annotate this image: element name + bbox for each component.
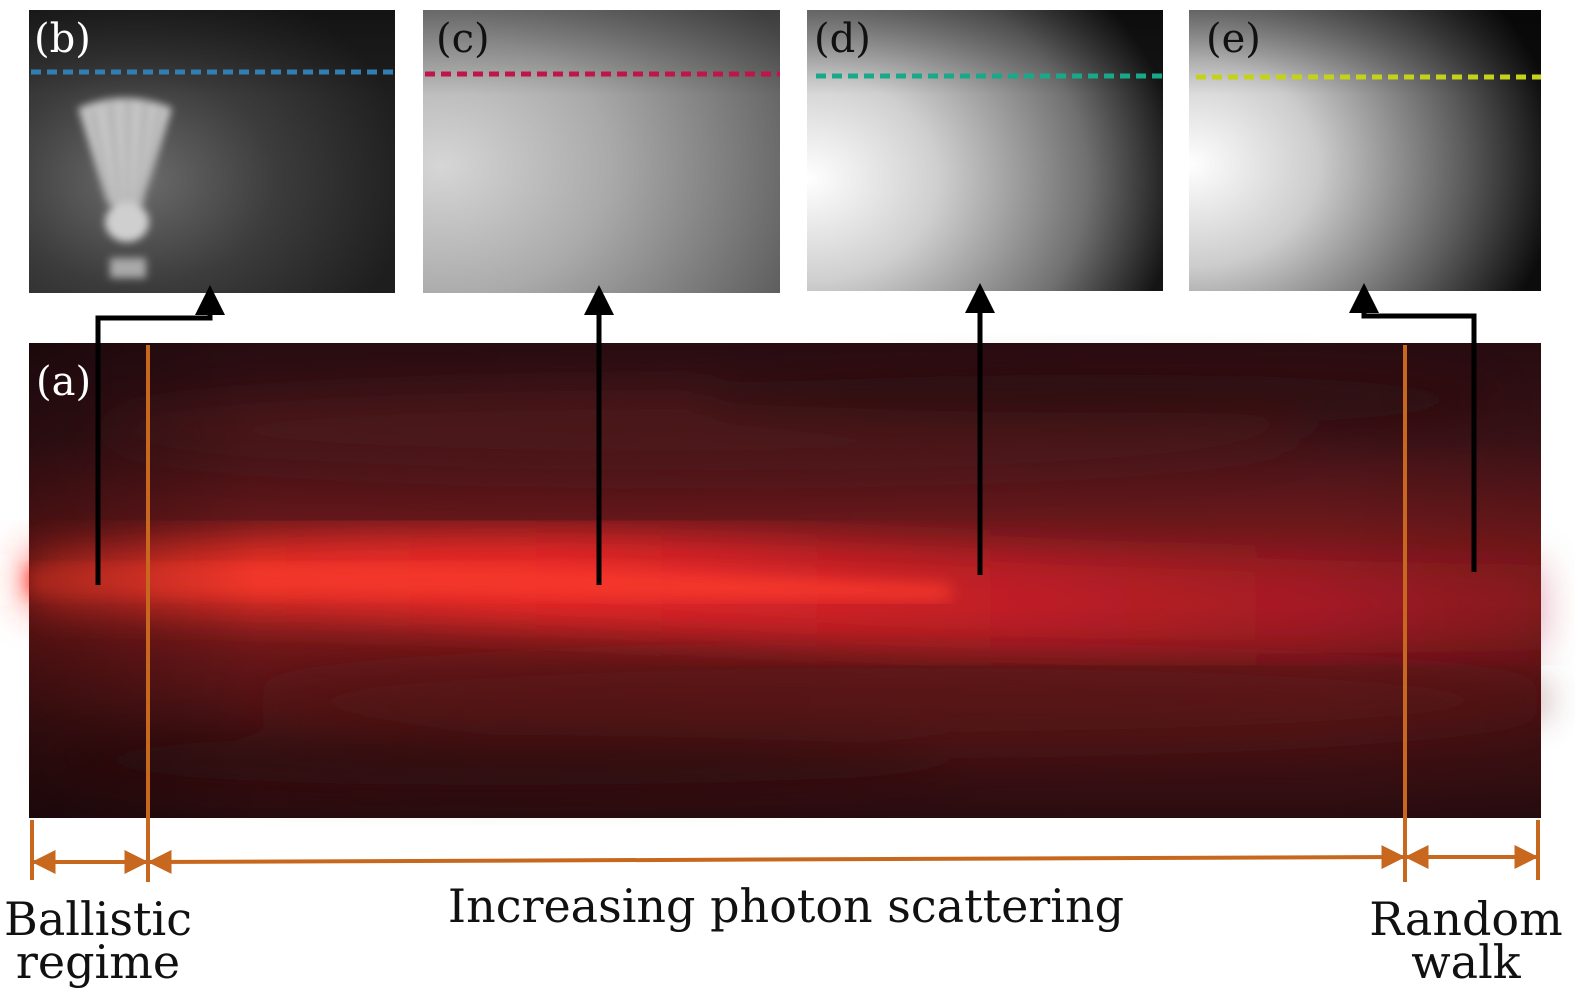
random-walk-caption-line1: Random — [1369, 892, 1563, 946]
panel-label-c: (c) — [436, 16, 490, 62]
panel-b: (b) — [29, 10, 395, 293]
arrow-to-panel-b — [95, 285, 225, 585]
panel-e: (e) — [1189, 10, 1541, 291]
scattering-range-arrow — [147, 845, 1406, 874]
arrow-to-panel-e — [1349, 283, 1477, 572]
panel-d: (d) — [807, 10, 1163, 291]
regime-ranges — [30, 820, 1540, 880]
panel-label-a: (a) — [36, 359, 91, 405]
ballistic-caption-line1: Ballistic — [4, 892, 192, 946]
connector-arrows — [95, 283, 1477, 585]
panel-label-d: (d) — [814, 16, 871, 62]
shuttlecock-image — [78, 98, 172, 278]
random-walk-caption-line2: walk — [1411, 935, 1522, 989]
ballistic-caption-line2: regime — [16, 935, 180, 989]
panel-c: (c) — [423, 10, 780, 293]
scattering-caption: Increasing photon scattering — [448, 879, 1124, 933]
panel-label-b: (b) — [34, 16, 91, 62]
panel-label-e: (e) — [1206, 16, 1261, 62]
panel-a: (a) — [29, 343, 1550, 882]
